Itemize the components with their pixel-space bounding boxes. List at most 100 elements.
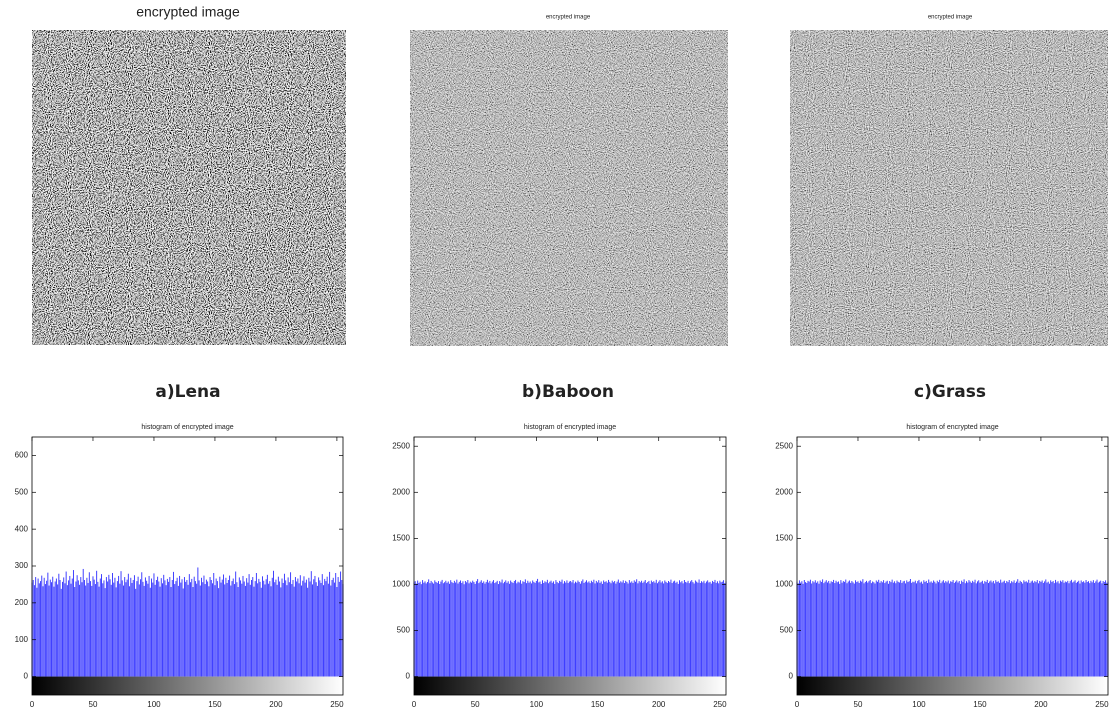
bar <box>115 587 117 677</box>
bar <box>420 584 422 677</box>
bar <box>166 578 168 677</box>
bar <box>216 581 218 677</box>
bar <box>1040 581 1042 677</box>
bar <box>606 582 608 677</box>
bar <box>485 581 487 677</box>
bar <box>196 583 198 677</box>
bar <box>556 582 558 677</box>
bar <box>130 577 132 677</box>
bar <box>1058 583 1060 677</box>
bar <box>147 583 149 677</box>
bar <box>638 581 640 677</box>
axes-background <box>414 437 726 695</box>
x-tick-label: 50 <box>471 700 480 709</box>
x-tick-label: 100 <box>147 700 161 709</box>
bar <box>857 581 859 677</box>
bar <box>169 577 171 677</box>
bar <box>847 581 849 677</box>
bar <box>327 583 329 677</box>
bar <box>560 581 562 677</box>
bar <box>719 580 721 677</box>
bar <box>307 587 309 677</box>
bar <box>1033 582 1035 677</box>
bar <box>974 579 976 677</box>
bar <box>318 577 320 677</box>
bar <box>229 575 231 677</box>
bar <box>512 582 514 677</box>
bar <box>110 584 112 677</box>
encrypted-image <box>32 30 346 345</box>
bar <box>417 580 419 677</box>
bar <box>827 582 828 677</box>
bar <box>855 580 857 677</box>
bar <box>524 579 526 677</box>
bar <box>1006 581 1008 677</box>
bar <box>181 579 183 677</box>
y-tick-label: 2000 <box>392 487 410 496</box>
bar <box>1083 581 1085 677</box>
bar <box>305 579 307 677</box>
bar <box>565 582 567 677</box>
x-tick-label: 200 <box>652 700 666 709</box>
encrypted-image <box>410 30 728 346</box>
bar <box>883 580 885 677</box>
bar <box>858 582 860 677</box>
y-tick-label: 1500 <box>775 533 793 542</box>
bar <box>475 581 477 677</box>
bar <box>874 583 876 677</box>
bar <box>534 582 536 677</box>
bar <box>480 580 482 677</box>
bar <box>105 577 107 677</box>
bar <box>1102 581 1104 677</box>
bar <box>690 581 692 677</box>
bar <box>414 581 416 677</box>
bar <box>64 583 66 677</box>
bar <box>310 571 312 677</box>
bar <box>935 583 937 677</box>
bar <box>530 583 532 677</box>
bar <box>1047 581 1049 677</box>
bar <box>562 583 564 677</box>
bar <box>500 582 502 677</box>
bar <box>201 577 203 677</box>
bar <box>203 575 205 677</box>
axes-frame <box>413 436 727 696</box>
bar <box>463 584 465 677</box>
bar <box>844 581 846 677</box>
bar <box>268 583 270 677</box>
bar <box>829 583 831 677</box>
bar <box>1063 582 1065 677</box>
bar <box>848 580 850 677</box>
bar <box>457 583 459 677</box>
bar <box>450 580 452 677</box>
bar <box>119 583 121 677</box>
bar <box>575 581 576 677</box>
bar <box>823 583 825 677</box>
bar <box>304 582 306 677</box>
bar <box>461 582 463 677</box>
bar <box>235 571 237 677</box>
bar <box>82 568 84 677</box>
bar <box>576 582 578 677</box>
bar <box>655 579 657 677</box>
bar <box>251 580 253 677</box>
bar <box>1003 580 1005 677</box>
bar <box>886 580 888 677</box>
bar <box>609 581 611 677</box>
bar <box>841 582 843 677</box>
bar <box>293 586 295 677</box>
bar <box>104 588 106 677</box>
bar <box>1024 581 1026 677</box>
bar <box>814 580 816 677</box>
image-title: encrypted image <box>546 15 591 21</box>
bar <box>987 583 989 677</box>
bar <box>497 584 499 677</box>
bar <box>956 580 958 677</box>
bar <box>176 577 178 677</box>
y-tick-label: 2500 <box>392 441 410 450</box>
y-tick-label: 500 <box>397 626 411 635</box>
bar <box>423 582 425 677</box>
bar <box>900 580 902 677</box>
bar <box>959 583 961 677</box>
bar <box>192 587 194 677</box>
